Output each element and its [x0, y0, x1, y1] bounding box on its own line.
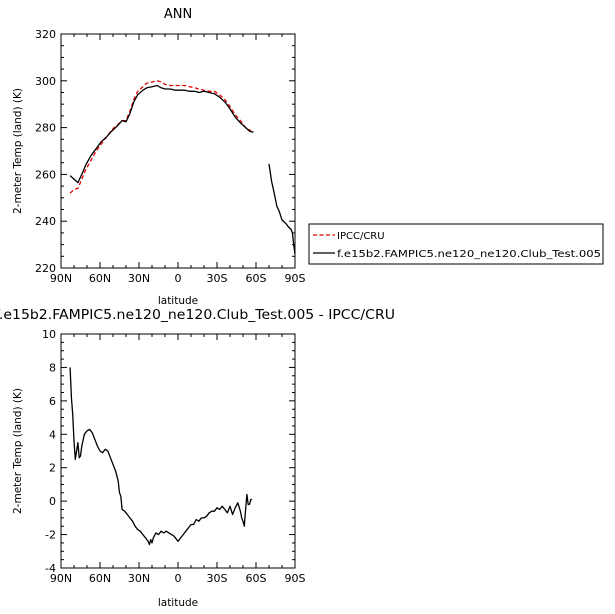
top-plot-frame — [60, 33, 296, 269]
bottom-y-tick-label: 6 — [49, 395, 56, 408]
bottom-x-tick-label: 60N — [89, 572, 111, 585]
bottom-y-tick-label: 10 — [42, 328, 56, 341]
bottom-x-tick-label: 0 — [175, 572, 182, 585]
top-plot-x-axis-label: latitude — [158, 295, 198, 307]
top-x-tick-label: 90N — [50, 272, 72, 285]
bottom-x-tick-label: 60S — [246, 572, 267, 585]
top-x-tick-label: 30S — [207, 272, 228, 285]
bottom-x-tick-label: 30S — [207, 572, 228, 585]
top-y-tick-label: 300 — [35, 75, 56, 88]
bottom-y-tick-label: -4 — [45, 562, 56, 575]
legend: IPCC/CRU f.e15b2.FAMPIC5.ne120_ne120.Clu… — [308, 223, 604, 265]
bottom-x-tick-label: 90S — [285, 572, 306, 585]
bottom-x-tick-label: 30N — [128, 572, 150, 585]
bottom-plot-frame — [60, 333, 296, 569]
legend-label-model: f.e15b2.FAMPIC5.ne120_ne120.Club_Test.00… — [337, 249, 601, 260]
top-y-tick-label: 260 — [35, 168, 56, 181]
legend-label-cru: IPCC/CRU — [337, 231, 385, 242]
top-x-tick-label: 30N — [128, 272, 150, 285]
bottom-plot-x-axis-label: latitude — [158, 597, 198, 609]
bottom-plot-title: f.e15b2.FAMPIC5.ne120_ne120.Club_Test.00… — [0, 308, 395, 323]
top-x-tick-label: 0 — [175, 272, 182, 285]
top-plot-y-axis-label: 2-meter Temp (land) (K) — [12, 88, 24, 214]
top-series-1-line — [69, 84, 254, 184]
bottom-x-tick-label: 90N — [50, 572, 72, 585]
bottom-y-tick-label: 8 — [49, 361, 56, 374]
top-plot-ticks: 90N 60N 30N 0 30S 60S 90S 220 240 260 280 300 320 — [35, 28, 306, 285]
top-x-tick-label: 60N — [89, 272, 111, 285]
top-series-1-line — [268, 163, 296, 255]
top-x-tick-label: 90S — [285, 272, 306, 285]
top-plot: ANN 90N 60N 30N 0 30S 60S 90S 220 240 260 280 300 32… — [12, 7, 306, 307]
bottom-y-tick-label: 0 — [49, 495, 56, 508]
top-plot-title: ANN — [164, 7, 192, 22]
bottom-plot-ticks: 90N 60N 30N 0 30S 60S 90S -4 -2 0 2 4 6 8 10 — [42, 328, 306, 585]
bottom-y-tick-label: -2 — [45, 529, 56, 542]
top-y-tick-label: 220 — [35, 262, 56, 275]
bottom-plot-y-axis-label: 2-meter Temp (land) (K) — [12, 388, 24, 514]
bottom-plot: f.e15b2.FAMPIC5.ne120_ne120.Club_Test.00… — [0, 308, 395, 609]
top-plot-series — [69, 80, 296, 255]
top-y-tick-label: 320 — [35, 28, 56, 41]
bottom-y-tick-label: 4 — [49, 428, 56, 441]
bottom-series-0-line — [69, 367, 253, 546]
top-y-tick-label: 280 — [35, 122, 56, 135]
top-y-tick-label: 240 — [35, 215, 56, 228]
bottom-y-tick-label: 2 — [49, 462, 56, 475]
top-x-tick-label: 60S — [246, 272, 267, 285]
bottom-plot-series — [69, 367, 253, 546]
legend-box — [308, 223, 604, 265]
top-series-0-line — [69, 80, 254, 194]
